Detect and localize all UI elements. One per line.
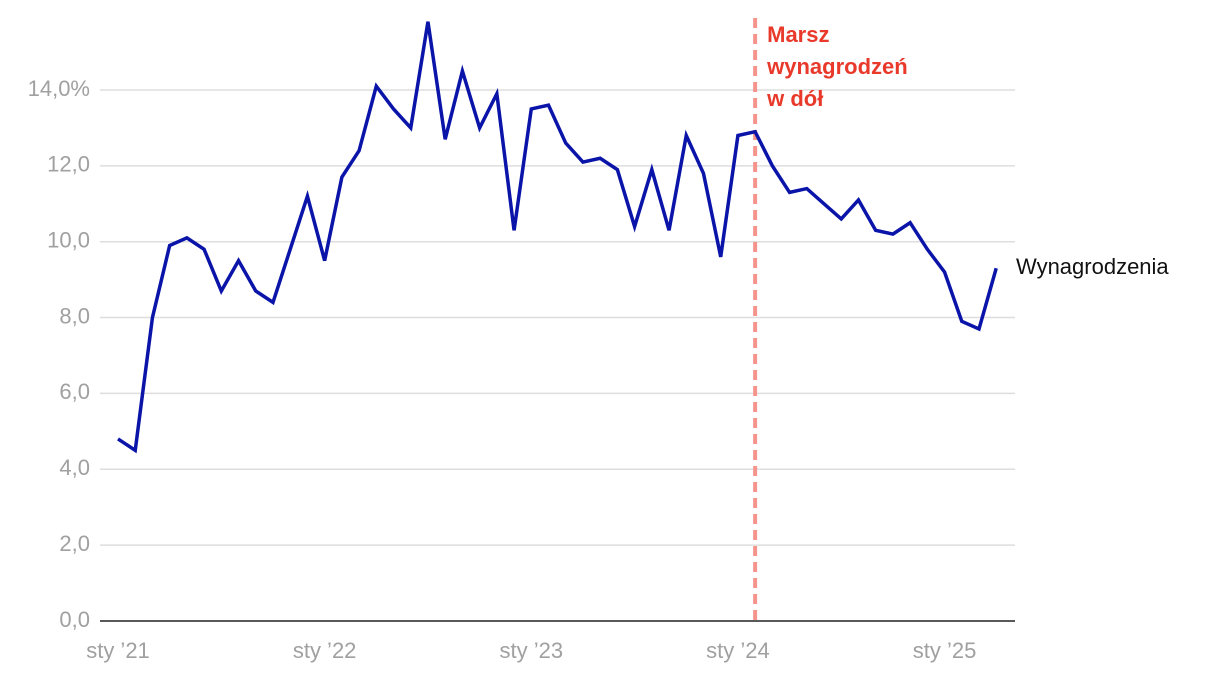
y-tick-label: 2,0 (59, 531, 90, 556)
annotation-text: w dół (766, 86, 823, 111)
annotation-text: wynagrodzeń (766, 54, 908, 79)
y-tick-label: 14,0% (28, 76, 90, 101)
x-tick-label: sty ’25 (913, 638, 977, 663)
x-tick-label: sty ’22 (293, 638, 357, 663)
x-tick-label: sty ’23 (499, 638, 563, 663)
y-tick-label: 6,0 (59, 379, 90, 404)
x-tick-label: sty ’24 (706, 638, 770, 663)
series-line (117, 21, 998, 454)
y-tick-label: 8,0 (59, 303, 90, 328)
annotation-text: Marsz (767, 22, 829, 47)
y-tick-label: 12,0 (47, 152, 90, 177)
series-label: Wynagrodzenia (1016, 254, 1169, 279)
y-tick-label: 4,0 (59, 455, 90, 480)
y-tick-label: 0,0 (59, 607, 90, 632)
y-tick-label: 10,0 (47, 228, 90, 253)
x-tick-label: sty ’21 (86, 638, 150, 663)
